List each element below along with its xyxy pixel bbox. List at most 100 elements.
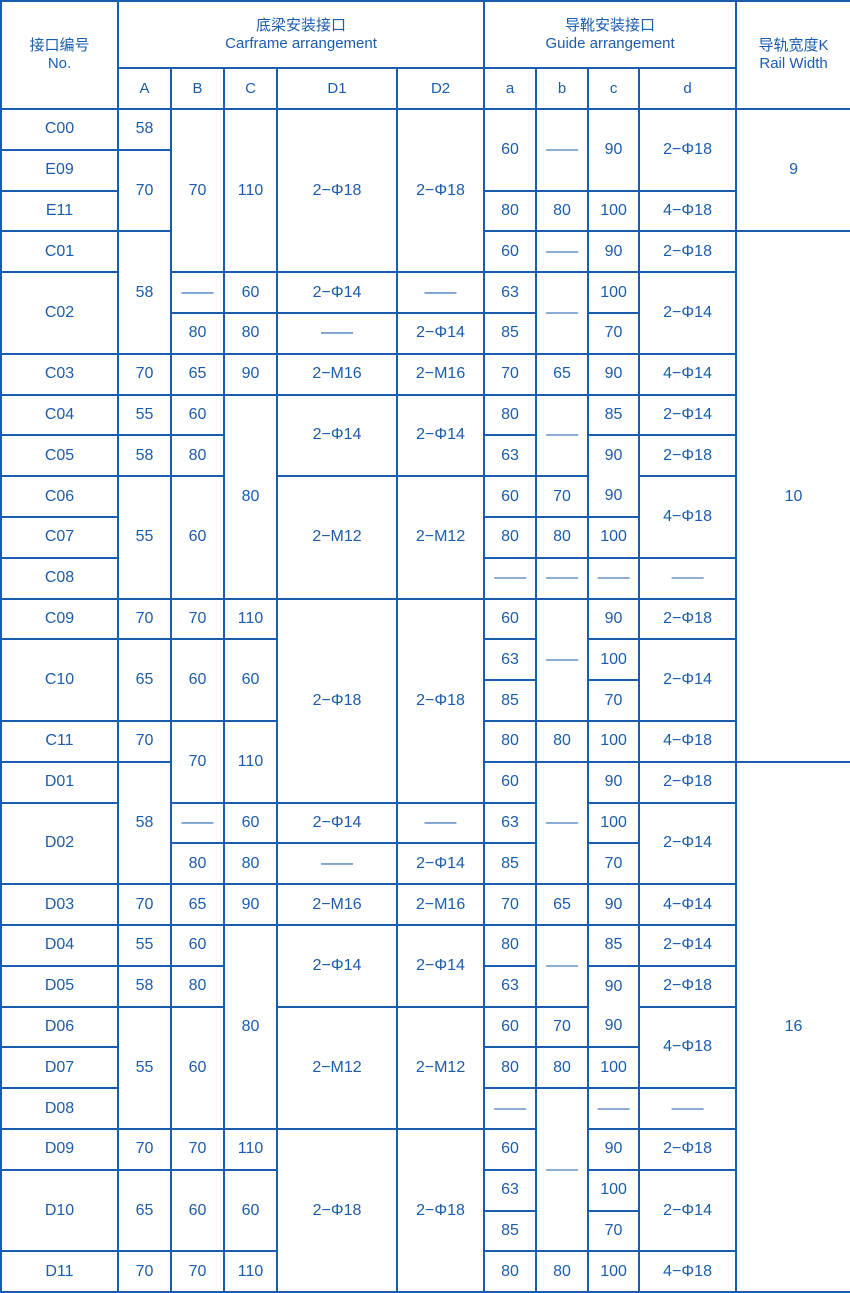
table-cell: —— xyxy=(483,1087,538,1130)
table-cell: 2−Φ18 xyxy=(276,1127,398,1293)
table-cell: 80 xyxy=(223,923,278,1130)
table-cell: 70 xyxy=(117,719,172,763)
table-cell: 100 xyxy=(587,801,641,845)
table-cell: 2−Φ14 xyxy=(638,1168,738,1253)
header-carframe-en: Carframe arrangement xyxy=(225,34,377,52)
table-cell: 4−Φ18 xyxy=(638,1005,738,1090)
table-cell: 85 xyxy=(587,923,641,967)
subheader-a: A xyxy=(117,67,172,110)
table-cell: 90 xyxy=(587,108,641,192)
header-no-cn: 接口编号 xyxy=(29,37,90,54)
table-cell: —— xyxy=(535,108,590,192)
table-cell: —— xyxy=(395,801,486,845)
table-cell: —— xyxy=(276,311,398,355)
table-cell: D01 xyxy=(0,760,119,804)
table-row: C00 58 70 110 2−Φ18 2−Φ18 60 —— 90 2−Φ18 9 xyxy=(0,107,850,274)
table-cell: 2−Φ18 xyxy=(276,107,398,274)
table-row: 85 70 xyxy=(1,679,850,722)
table-cell: 80 xyxy=(535,1046,590,1090)
table-cell: 2−Φ18 xyxy=(638,597,738,641)
header-no-en: No. xyxy=(47,55,72,72)
table-cell: 100 xyxy=(587,189,641,233)
table-cell: D10 xyxy=(0,1168,119,1253)
table-cell: 100 xyxy=(587,719,641,763)
table-cell: 2−Φ18 xyxy=(276,597,398,804)
subheader-a: a xyxy=(483,67,538,110)
table-cell: 90 xyxy=(587,760,641,804)
table-cell: D03 xyxy=(0,883,119,926)
table-cell: 60 xyxy=(170,475,225,600)
header-guide: 导靴安装接口 Guide arrangement xyxy=(483,0,738,69)
table-cell: D02 xyxy=(0,801,119,886)
table-cell: 85 xyxy=(587,393,641,437)
table-cell: 80 xyxy=(483,1250,538,1293)
table-cell: 4−Φ18 xyxy=(638,189,738,233)
table-cell: 2−Φ18 xyxy=(638,434,738,478)
table-cell: 70 xyxy=(170,719,225,804)
table-cell: 2−Φ14 xyxy=(638,271,738,355)
table-cell: 90 90 xyxy=(587,434,641,518)
table-cell: 70 xyxy=(117,597,172,641)
table-cell: 63 xyxy=(483,434,538,478)
table-row: C03 70 65 90 2−M16 2−M16 70 65 90 4−Φ14 xyxy=(0,352,850,396)
table-cell: 80 xyxy=(483,719,538,763)
table-row: C01 58 60 —— 90 2−Φ18 10 xyxy=(0,230,850,763)
table-cell: 70 xyxy=(117,352,172,396)
table-cell: 58 xyxy=(117,108,172,151)
table-cell: 70 xyxy=(117,883,172,926)
table-cell: 2−Φ14 xyxy=(276,923,398,1008)
table-cell: 2−Φ18 xyxy=(638,760,738,804)
table-cell: D04 xyxy=(0,923,119,967)
table-cell: 2−Φ14 xyxy=(638,923,738,967)
table-row: C06 55 60 2−M12 2−M12 60 70 4−Φ18 xyxy=(0,475,850,600)
table-cell: 100 xyxy=(587,515,641,559)
table-cell: 100 xyxy=(587,1168,641,1212)
table-cell: —— xyxy=(483,556,538,600)
table-cell: C04 xyxy=(0,393,119,437)
table-cell: 4−Φ14 xyxy=(638,883,738,926)
header-rail-en: Rail Width xyxy=(759,55,828,72)
table-cell: 85 xyxy=(483,842,538,886)
table-cell: 58 xyxy=(117,760,172,886)
cell-value: 90 xyxy=(604,1017,623,1035)
table-cell: 4−Φ18 xyxy=(638,1250,738,1293)
table-cell: 70 xyxy=(170,597,225,641)
table-row: C10 65 60 60 63 100 2−Φ14 xyxy=(0,638,850,722)
table-row: C04 55 60 80 2−Φ14 2−Φ14 80 —— 85 2−Φ14 xyxy=(0,393,850,600)
table-cell: 2−Φ14 xyxy=(638,393,738,437)
table-cell: —— xyxy=(535,393,590,478)
table-cell: 2−Φ14 xyxy=(276,801,398,845)
table-cell: 70 xyxy=(535,1005,590,1049)
table-cell: 70 xyxy=(587,842,641,886)
table-row: 80 80 —— 2−Φ14 85 70 xyxy=(1,311,850,355)
table-cell: C09 xyxy=(0,597,119,641)
table-cell: —— xyxy=(535,271,590,355)
subheader-d2: D2 xyxy=(395,67,486,110)
table-cell: —— xyxy=(535,556,590,600)
table-cell: 60 xyxy=(170,1168,225,1253)
table-cell: —— xyxy=(638,556,738,600)
table-cell: 90 xyxy=(587,883,641,926)
table-cell: —— xyxy=(638,1087,738,1130)
table-cell: 80 xyxy=(535,719,590,763)
table-row: D03 70 65 90 2−M16 2−M16 70 65 90 4−Φ14 xyxy=(0,883,850,926)
table-cell: D08 xyxy=(0,1087,119,1130)
table-cell: 2−M16 xyxy=(395,352,486,396)
table-cell: 58 xyxy=(117,230,172,355)
table-cell: —— xyxy=(535,597,590,722)
table-cell: 2−Φ14 xyxy=(276,393,398,478)
table-cell: 70 xyxy=(170,1250,225,1293)
table-cell: 65 xyxy=(170,883,225,926)
table-cell: 80 xyxy=(223,393,278,600)
table-cell: C00 xyxy=(0,108,119,151)
table-cell: 80 xyxy=(483,923,538,967)
table-cell: 90 xyxy=(587,597,641,641)
table-cell: 60 xyxy=(170,393,225,437)
table-cell: 85 xyxy=(483,679,538,722)
table-cell: 16 xyxy=(735,760,850,1293)
table-cell: 90 xyxy=(223,352,278,396)
table-cell: 80 xyxy=(535,515,590,559)
table-cell: 2−M16 xyxy=(395,883,486,926)
table-cell: 2−Φ14 xyxy=(638,801,738,886)
table-row: 85 70 xyxy=(1,1209,850,1253)
